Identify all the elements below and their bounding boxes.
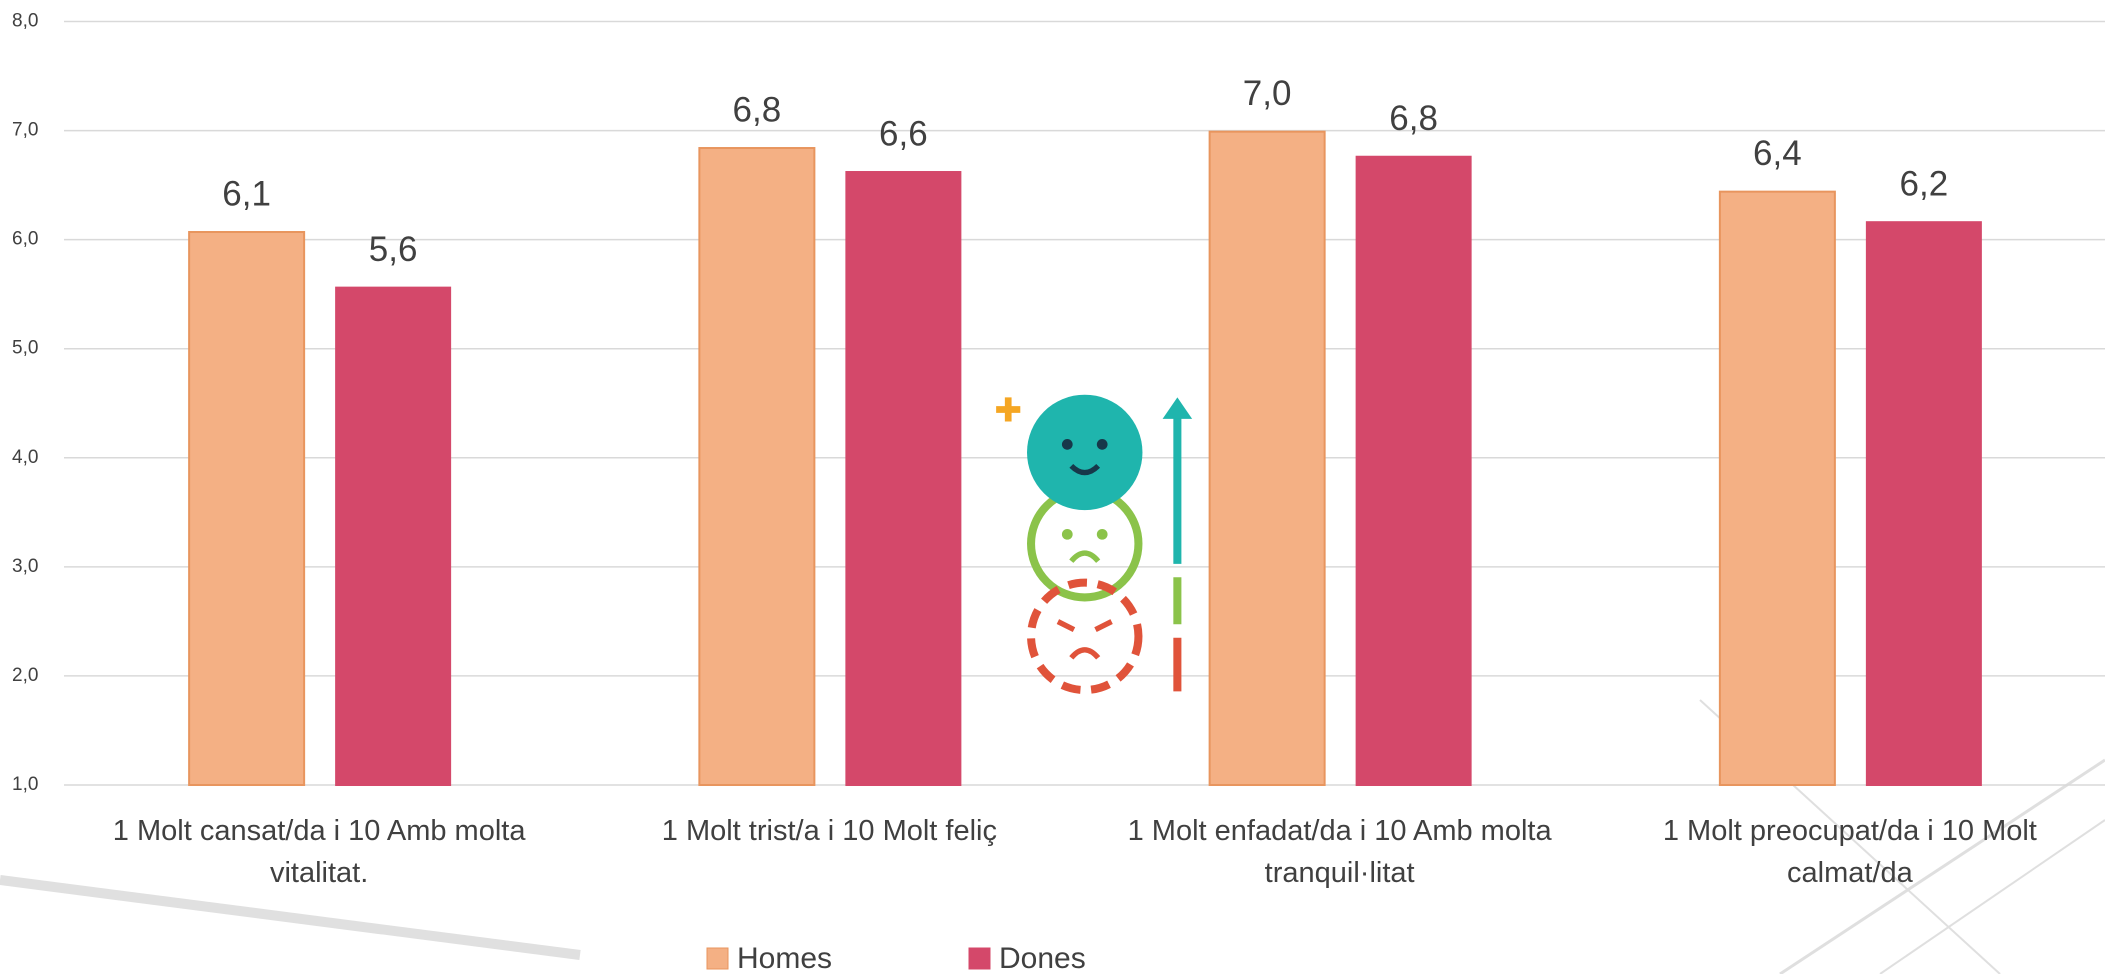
legend-swatch — [968, 947, 991, 970]
bar — [1208, 130, 1326, 786]
y-tick-label: 1,0 — [12, 774, 38, 795]
x-tick-label: 1 Molt enfadat/da i 10 Amb molta tranqui… — [1127, 815, 1552, 889]
x-tick-label: 1 Molt preocupat/da i 10 Molt calmat/da — [1662, 815, 2037, 889]
y-tick-label: 8,0 — [12, 11, 38, 32]
bars: 6,1 5,6 6,8 6,6 7,0 6,8 6,4 6,2 — [188, 74, 1982, 787]
bar — [188, 231, 306, 786]
value-label: 6,8 — [1389, 99, 1438, 138]
mood-icon — [996, 394, 1193, 695]
legend-swatch — [706, 947, 729, 970]
legend-label: Homes — [737, 942, 832, 974]
y-tick-label: 3,0 — [12, 556, 38, 577]
bar — [698, 147, 816, 787]
value-label: 6,6 — [879, 114, 928, 153]
bar — [845, 171, 962, 787]
value-label: 6,8 — [733, 90, 782, 129]
y-tick-label: 5,0 — [12, 338, 38, 359]
x-tick-label: 1 Molt cansat/da i 10 Amb molta vitalita… — [112, 815, 526, 889]
value-label: 6,1 — [222, 174, 271, 213]
y-tick-label: 4,0 — [12, 447, 38, 468]
bar — [335, 286, 452, 786]
value-label: 6,4 — [1753, 134, 1802, 173]
y-tick-label: 2,0 — [12, 665, 38, 686]
value-label: 7,0 — [1243, 74, 1292, 113]
bar — [1865, 221, 1982, 787]
bar — [1355, 155, 1472, 786]
value-label: 6,2 — [1900, 164, 1949, 203]
x-tick-label: 1 Molt trist/a i 10 Molt feliç — [661, 815, 997, 847]
legend: Homes Dones — [706, 942, 1086, 974]
legend-label: Dones — [999, 942, 1086, 974]
y-tick-label: 7,0 — [12, 120, 38, 141]
value-label: 5,6 — [369, 230, 418, 269]
y-tick-label: 6,0 — [12, 229, 38, 250]
bar — [1718, 190, 1836, 786]
